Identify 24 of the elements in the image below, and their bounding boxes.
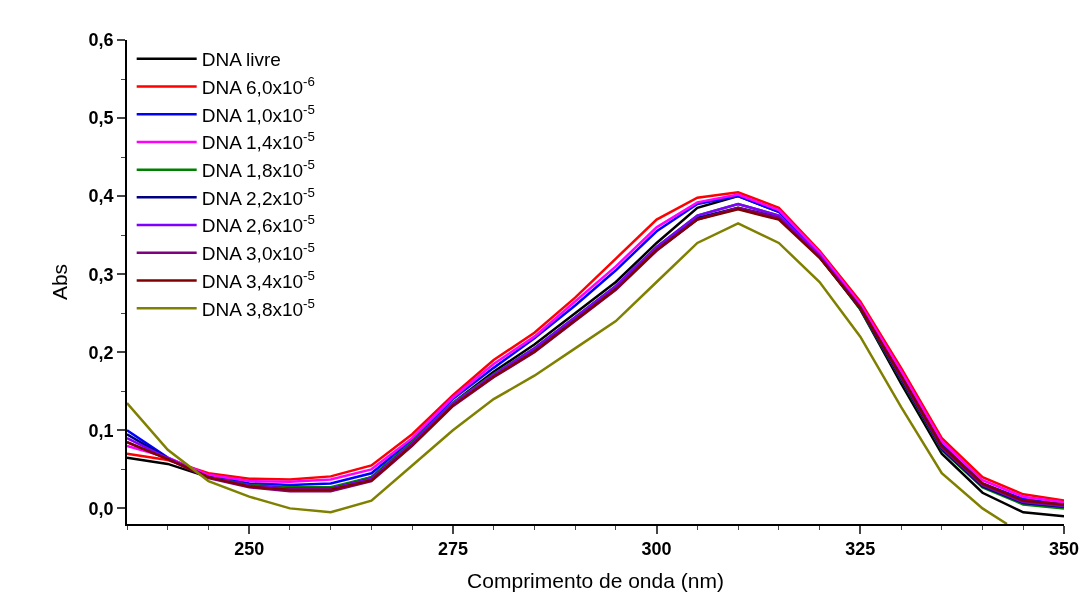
x-tick-label: 300: [641, 539, 672, 560]
legend-label: DNA 3,8x10$^{-5}$: [201, 295, 315, 320]
y-tick-label: 0,4: [88, 186, 114, 207]
x-tick-label: 350: [1048, 539, 1080, 560]
y-axis-title: Abs: [48, 263, 72, 301]
x-tick-label: 325: [845, 539, 876, 560]
x-tick-label: 275: [437, 539, 468, 560]
y-tick-label: 0,1: [88, 420, 114, 441]
y-tick-label: 0,6: [88, 30, 114, 51]
legend-label: DNA 1,0x10$^{-5}$: [201, 101, 315, 126]
y-tick-label: 0,3: [88, 264, 114, 285]
legend-label: DNA 3,4x10$^{-5}$: [201, 267, 315, 292]
legend-label: DNA 6,0x10$^{-6}$: [201, 73, 315, 98]
legend-label: DNA livre: [201, 49, 281, 71]
y-tick-label: 0,2: [88, 342, 114, 363]
legend-label: DNA 1,8x10$^{-5}$: [201, 157, 315, 182]
legend-label: DNA 3,0x10$^{-5}$: [201, 240, 315, 265]
x-axis-title: Comprimento de onda (nm): [467, 569, 724, 593]
y-tick-label: 0,5: [88, 108, 114, 129]
x-tick-label: 250: [234, 539, 265, 560]
y-tick-label: 0,0: [88, 498, 114, 519]
legend-label: DNA 1,4x10$^{-5}$: [201, 129, 315, 154]
legend-label: DNA 2,2x10$^{-5}$: [201, 184, 315, 209]
legend-label: DNA 2,6x10$^{-5}$: [201, 212, 315, 237]
